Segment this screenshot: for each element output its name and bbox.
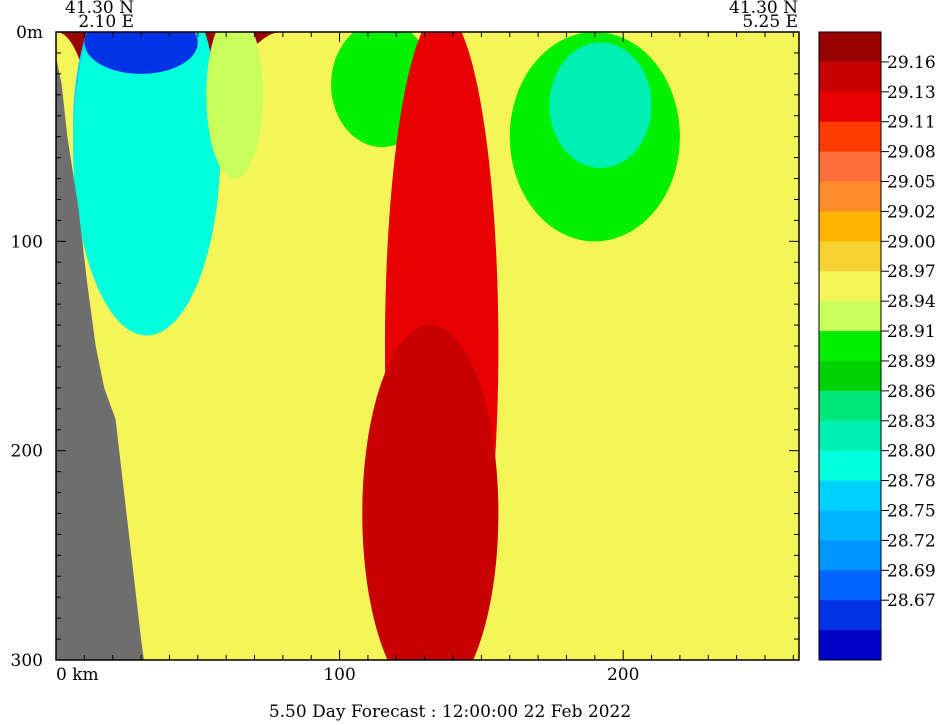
colorbar-swatch	[819, 420, 881, 452]
colorbar	[818, 31, 882, 661]
colorbar-frame	[818, 31, 882, 661]
x-tick-label: 200	[607, 665, 639, 685]
colorbar-swatch	[819, 630, 881, 661]
colorbar-swatch	[819, 600, 881, 631]
colorbar-labels: 29.16 29.13 29.11 29.08 29.05 29.02 29.00 28.97…	[881, 53, 936, 611]
y-tick-label: 100	[11, 232, 43, 252]
colorbar-label: 28.75	[887, 501, 936, 521]
colorbar-swatch	[819, 241, 881, 272]
colorbar-swatch	[819, 510, 881, 541]
colorbar-swatch	[819, 301, 881, 332]
colorbar-swatch	[819, 271, 881, 302]
colorbar-label: 28.83	[887, 412, 936, 432]
colorbar-label: 28.97	[887, 262, 936, 282]
colorbar-label: 28.78	[887, 472, 936, 492]
axis-ticks	[55, 31, 799, 661]
colorbar-label: 28.80	[887, 442, 936, 462]
colorbar-swatch	[819, 570, 881, 601]
colorbar-swatch	[819, 540, 881, 571]
right-latitude-label: 41.30 N	[729, 0, 798, 18]
plot-area	[56, 32, 799, 660]
colorbar-swatch	[819, 331, 881, 362]
colorbar-label: 29.02	[887, 202, 936, 222]
colorbar-swatch	[819, 211, 881, 242]
left-longitude-label: 2.10 E	[78, 12, 134, 32]
colorbar-swatch	[819, 390, 881, 422]
field-pocket-3	[84, 32, 198, 74]
colorbar-label: 28.72	[887, 531, 936, 551]
colorbar-label: 29.13	[887, 83, 936, 103]
forecast-time-label: 5.50 Day Forecast : 12:00:00 22 Feb 2022	[269, 702, 631, 721]
colorbar-label: 28.94	[887, 292, 936, 312]
x-tick-label: 0 km	[56, 665, 99, 685]
x-tick-label: 100	[323, 665, 355, 685]
colorbar-label: 29.05	[887, 173, 936, 193]
colorbar-swatch	[819, 121, 881, 153]
colorbar-swatch	[819, 450, 881, 482]
colorbar-label: 29.11	[887, 113, 936, 133]
field-pocket-9	[362, 325, 499, 660]
colorbar-label: 28.69	[887, 561, 936, 581]
colorbar-swatch	[819, 91, 881, 123]
colorbar-label: 29.00	[887, 232, 936, 252]
y-tick-label: 300	[11, 651, 43, 671]
terrain	[56, 57, 144, 660]
right-longitude-label: 5.25 E	[742, 12, 798, 32]
colorbar-swatch	[819, 181, 881, 212]
field-pocket-6	[206, 32, 264, 179]
colorbar-swatch	[819, 32, 881, 63]
axis-tick-labels: 0 km 100 200 0m 100 200 300	[11, 23, 640, 685]
colorbar-label: 28.86	[887, 382, 936, 402]
colorbar-swatch	[819, 61, 881, 93]
colorbar-swatch	[819, 360, 881, 392]
left-latitude-label: 41.30 N	[65, 0, 134, 18]
colorbar-label: 28.67	[887, 591, 936, 611]
field-pocket-2	[73, 32, 221, 336]
colorbar-label: 28.89	[887, 352, 936, 372]
colorbar-label: 29.08	[887, 143, 936, 163]
colorbar-swatch	[819, 151, 881, 183]
y-tick-label: 0m	[16, 23, 43, 43]
y-tick-label: 200	[11, 442, 43, 462]
colorbar-swatch	[819, 480, 881, 511]
colorbar-label: 29.16	[887, 53, 936, 73]
colorbar-label: 28.91	[887, 322, 936, 342]
field-pocket-5	[549, 42, 652, 169]
